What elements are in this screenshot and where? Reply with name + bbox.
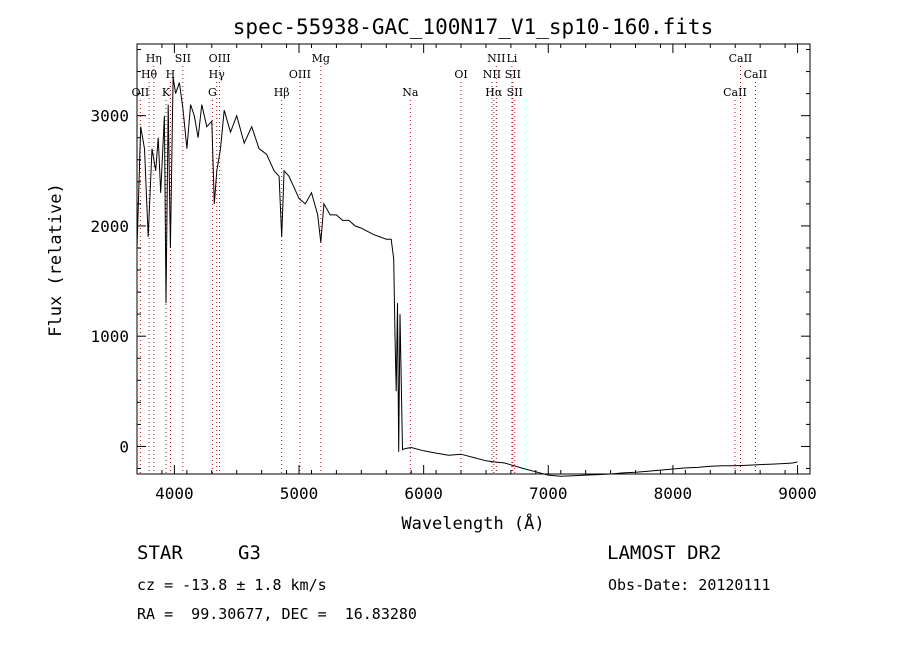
spectral-line-label: Na <box>402 86 419 99</box>
x-tick-label: 9000 <box>778 484 817 503</box>
flux-series-line <box>136 77 798 477</box>
plot-frame <box>136 43 811 475</box>
spectral-line-label: CaII <box>744 68 768 81</box>
spectral-line-label: CaII <box>729 52 753 65</box>
spectral-type: G3 <box>238 542 261 564</box>
spectral-line-label: SII <box>507 86 523 99</box>
x-tick-label: 5000 <box>280 484 319 503</box>
chart-title: spec-55938-GAC_100N17_V1_sp10-160.fits <box>233 15 713 39</box>
x-tick-label: 7000 <box>529 484 568 503</box>
y-tick-label: 0 <box>119 437 129 456</box>
observation-date: Obs-Date: 20120111 <box>608 576 771 594</box>
spectral-lines <box>139 66 756 474</box>
redshift-velocity: cz = -13.8 ± 1.8 km/s <box>137 576 327 594</box>
spectral-line-label: CaII <box>723 86 747 99</box>
coordinates: RA = 99.30677, DEC = 16.83280 <box>137 605 417 623</box>
axis-ticks <box>136 44 811 474</box>
spectral-line-label: OIII <box>289 68 311 81</box>
spectral-line-label: K <box>162 86 171 99</box>
x-tick-label: 4000 <box>155 484 194 503</box>
y-tick-label: 3000 <box>90 107 129 126</box>
spectral-line-label: H <box>166 68 176 81</box>
spectral-line-label: Mg <box>312 52 330 65</box>
x-tick-label: 8000 <box>654 484 693 503</box>
spectral-line-label: Hα <box>485 86 503 99</box>
spectral-line-label: NII <box>483 68 501 81</box>
spectral-line-label: OII <box>132 86 150 99</box>
spectral-line-label: Hγ <box>209 68 226 81</box>
spectral-line-label: SII <box>505 68 521 81</box>
axis-tick-labels: 4000 5000 6000 7000 8000 9000 0 1000 2000 3000 <box>90 107 816 503</box>
object-class: STAR <box>137 542 183 564</box>
spectral-line-label: OIII <box>209 52 231 65</box>
y-axis-label: Flux (relative) <box>46 183 66 337</box>
spectral-line-label: SII <box>175 52 191 65</box>
spectral-line-label: OI <box>454 68 467 81</box>
spectral-line-label: Hθ <box>141 68 158 81</box>
y-tick-label: 2000 <box>90 217 129 236</box>
spectral-line-label: NII <box>487 52 505 65</box>
spectral-line-label: G <box>208 86 217 99</box>
spectral-line-label: Li <box>506 52 517 65</box>
x-axis-label: Wavelength (Å) <box>401 512 544 534</box>
x-tick-label: 6000 <box>404 484 443 503</box>
survey-name: LAMOST DR2 <box>607 542 722 564</box>
spectral-line-label: Hβ <box>274 86 290 99</box>
spectral-line-label: Hη <box>146 52 162 65</box>
y-tick-label: 1000 <box>90 327 129 346</box>
